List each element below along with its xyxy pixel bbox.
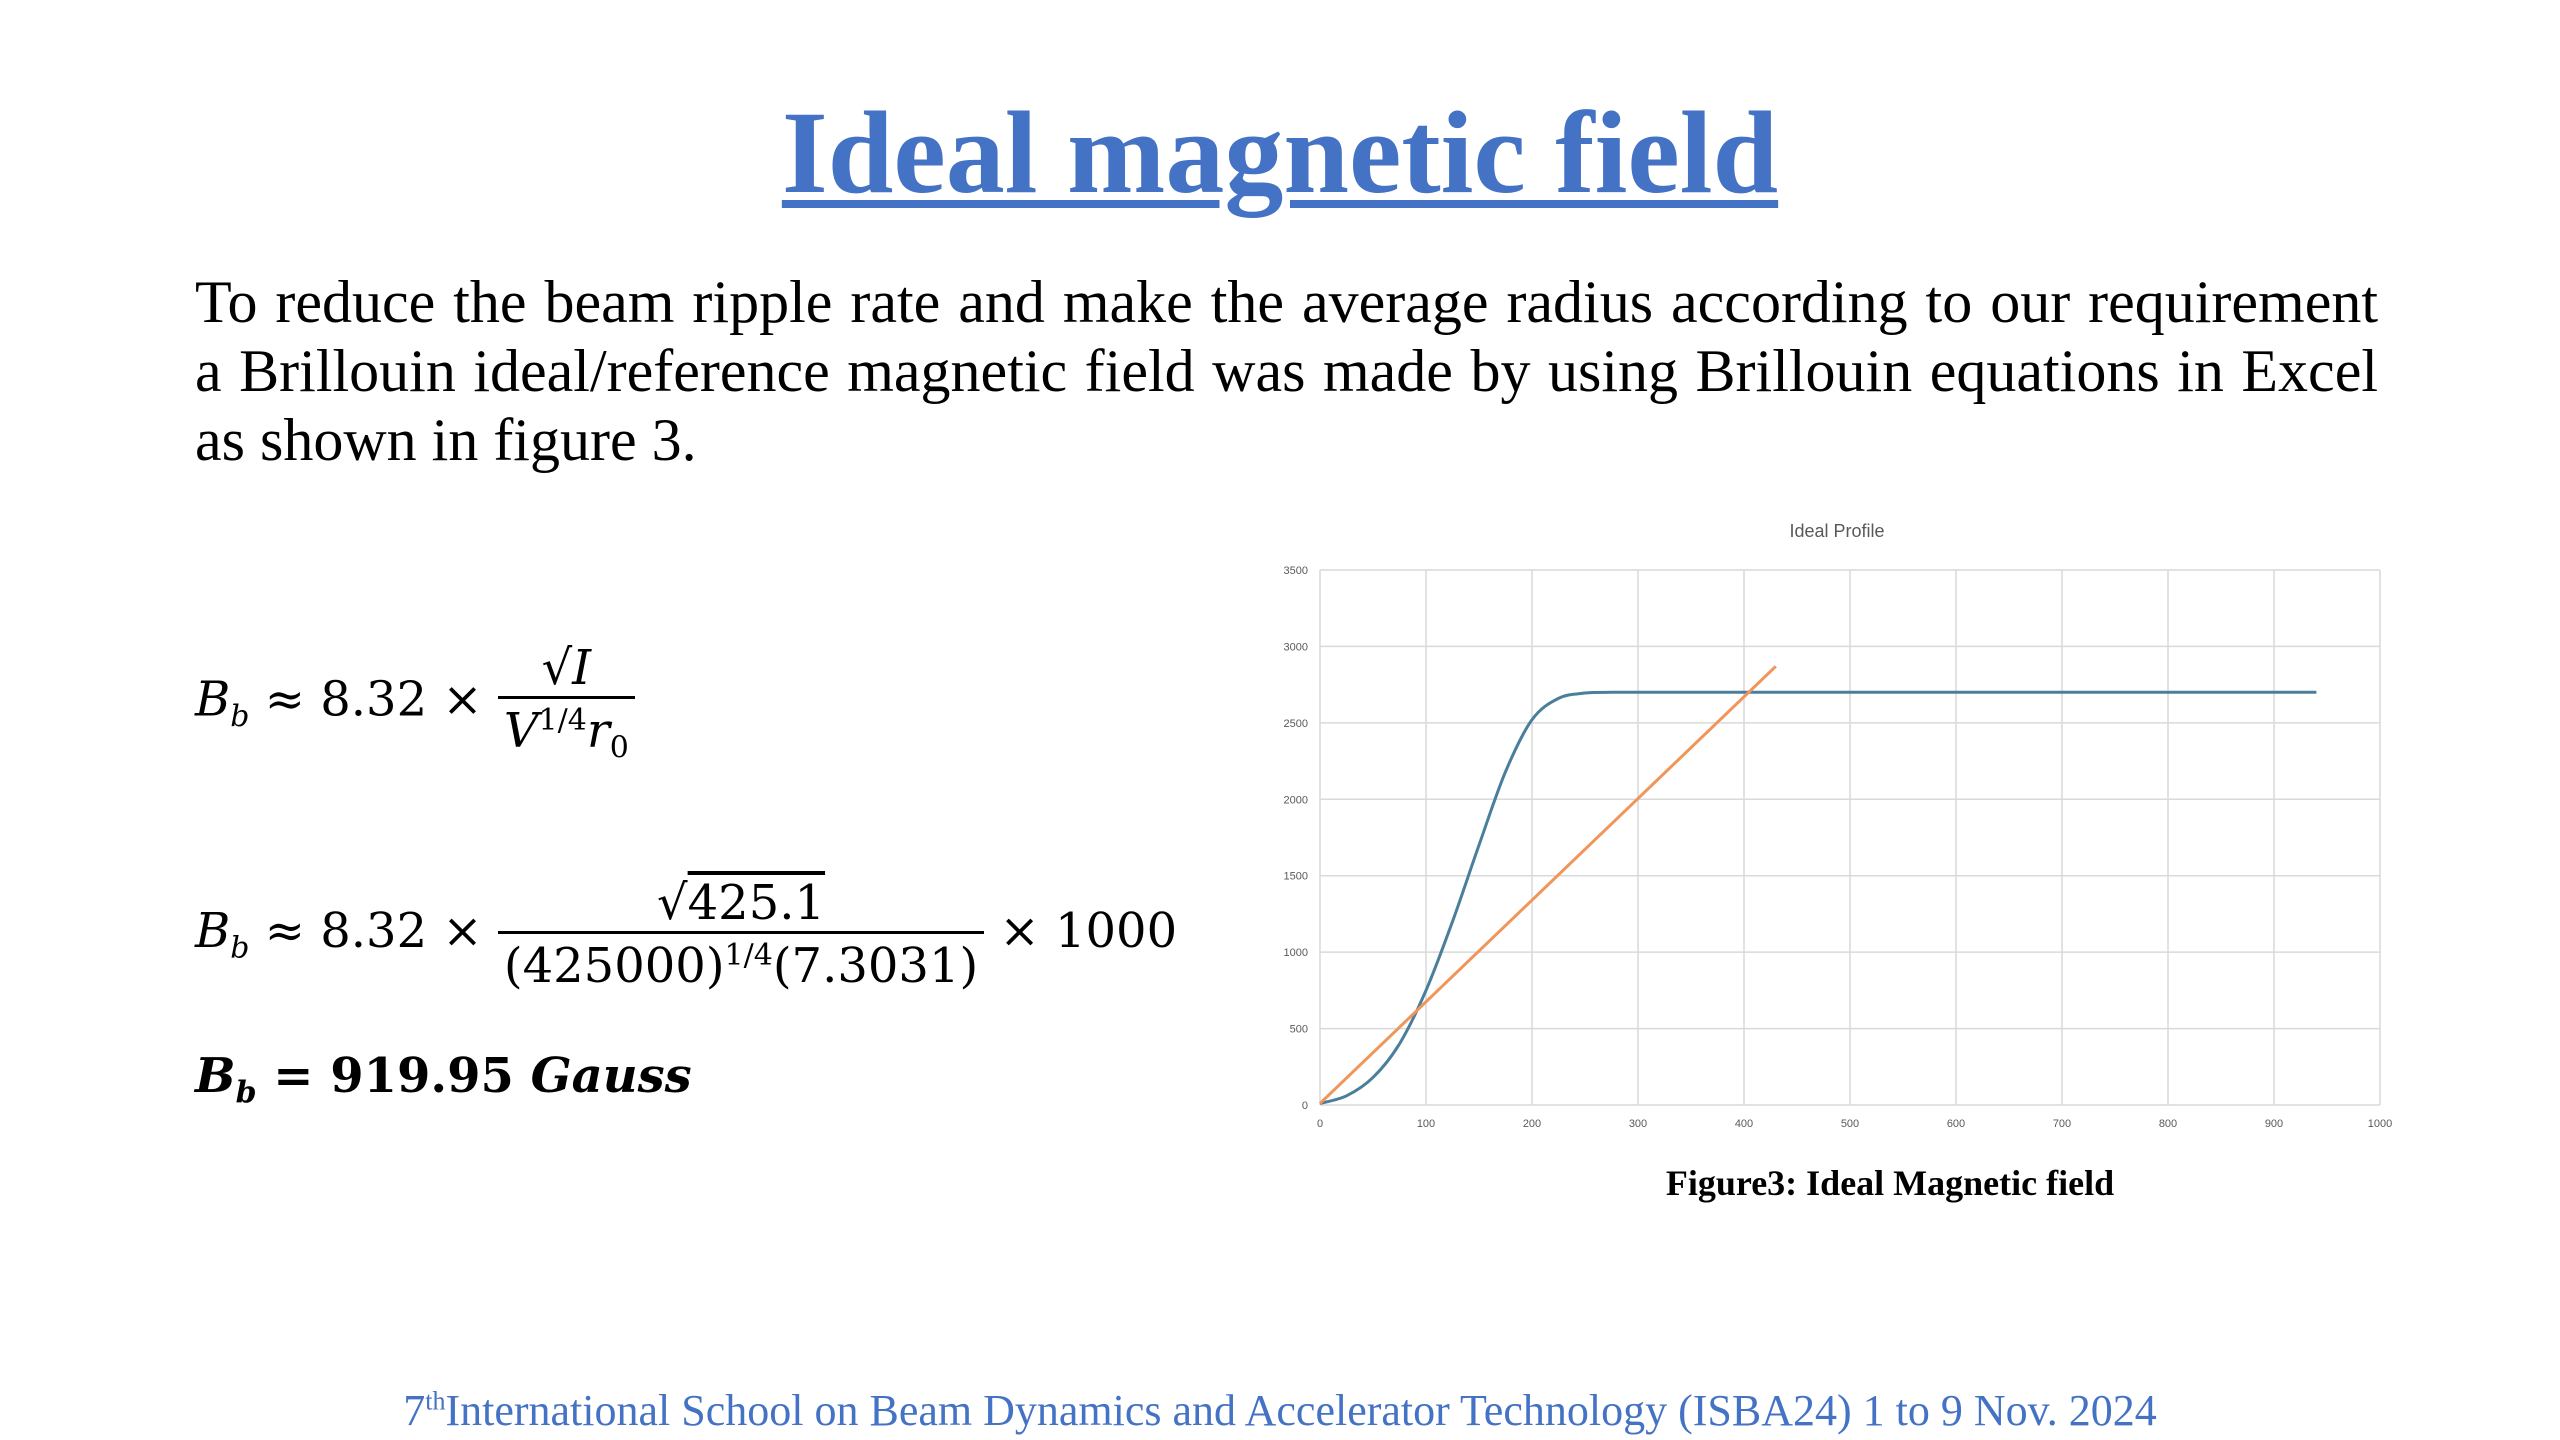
eq1-fraction: √I V1/4r0 (497, 640, 635, 766)
eq2-den-a: (425000) (503, 938, 725, 994)
eq2-root-sign: √ (657, 875, 688, 931)
eq3-lhs-sub: b (235, 1075, 257, 1111)
eq2-den-sup: 1/4 (724, 938, 773, 973)
eq1-den-base: V (503, 703, 539, 759)
eq2-den-b: (7.3031) (772, 938, 979, 994)
eq1-denominator: V1/4r0 (497, 696, 635, 766)
y-tick-label: 2000 (1284, 794, 1308, 806)
x-tick-label: 400 (1735, 1118, 1753, 1130)
eq1-den-r-sub: 0 (609, 730, 629, 766)
eq2-lhs: B (195, 903, 231, 959)
chart-series (1318, 665, 2317, 1105)
equation-brillouin-formula: Bb ≈ 8.32 × √I V1/4r0 (195, 640, 635, 766)
footer-conference: 7thInternational School on Beam Dynamics… (0, 1385, 2560, 1436)
chart-title: Ideal Profile (1789, 521, 1884, 541)
equation-substituted: Bb ≈ 8.32 × √425.1 (425000)1/4(7.3031) ×… (195, 875, 1177, 994)
footer-text: International School on Beam Dynamics an… (445, 1386, 2157, 1435)
y-tick-label: 1500 (1284, 871, 1308, 883)
eq3-unit: Gauss (530, 1048, 692, 1104)
x-tick-label: 900 (2265, 1118, 2283, 1130)
eq1-lhs-sub: b (230, 698, 250, 734)
x-tick-label: 300 (1629, 1118, 1647, 1130)
eq1-den-r: r (586, 703, 610, 759)
chart-x-ticks: 0 100 200 300 400 500 600 700 800 900 1000 (1317, 1118, 2392, 1130)
x-tick-label: 500 (1841, 1118, 1859, 1130)
y-tick-label: 3000 (1284, 641, 1308, 653)
figure-caption: Figure3: Ideal Magnetic field (1665, 1163, 2115, 1203)
y-tick-label: 3500 (1284, 565, 1308, 577)
x-tick-label: 700 (2053, 1118, 2071, 1130)
eq2-approx: ≈ 8.32 × (264, 903, 483, 959)
y-tick-label: 1000 (1284, 947, 1308, 959)
footer-sup: th (425, 1386, 446, 1416)
eq1-numerator: √I (541, 640, 592, 696)
series-linear-line (1318, 665, 1777, 1105)
series-profile-line (1319, 690, 2317, 1105)
eq1-lhs: B (195, 671, 231, 728)
eq2-denominator: (425000)1/4(7.3031) (497, 931, 985, 994)
eq2-fraction: √425.1 (425000)1/4(7.3031) (497, 875, 985, 994)
x-tick-label: 1000 (2368, 1118, 2392, 1130)
eq2-tail: × 1000 (999, 903, 1178, 959)
eq2-lhs-sub: b (230, 930, 250, 966)
equation-result: Bb = 919.95 Gauss (195, 1048, 692, 1111)
footer-number: 7 (403, 1386, 426, 1435)
x-tick-label: 200 (1523, 1118, 1541, 1130)
slide-title: Ideal magnetic field (781, 87, 1779, 218)
x-tick-label: 600 (1947, 1118, 1965, 1130)
eq3-rhs: = 919.95 (273, 1048, 514, 1104)
eq3-lhs: B (195, 1048, 236, 1104)
intro-paragraph: To reduce the beam ripple rate and make … (195, 269, 2378, 473)
eq1-approx: ≈ 8.32 × (264, 671, 483, 728)
eq2-root-value: 425.1 (687, 875, 826, 931)
eq1-den-sup: 1/4 (538, 703, 587, 738)
y-tick-label: 0 (1302, 1100, 1308, 1112)
chart-svg: Ideal Profile 05001000150020002500300035… (1284, 521, 2393, 1130)
ideal-profile-chart: Ideal Profile 0 500 1000 1500 2000 2500 3000 35… (1245, 510, 2400, 1130)
x-tick-label: 800 (2159, 1118, 2177, 1130)
y-tick-label: 2500 (1284, 718, 1308, 730)
chart-grid (1319, 569, 2381, 1106)
chart-y-ticks: 0 500 1000 1500 2000 2500 3000 3500 (1284, 565, 1308, 1112)
y-tick-label: 500 (1290, 1024, 1308, 1036)
eq2-numerator: √425.1 (498, 875, 984, 931)
x-tick-label: 0 (1317, 1118, 1323, 1130)
x-tick-label: 100 (1417, 1118, 1435, 1130)
